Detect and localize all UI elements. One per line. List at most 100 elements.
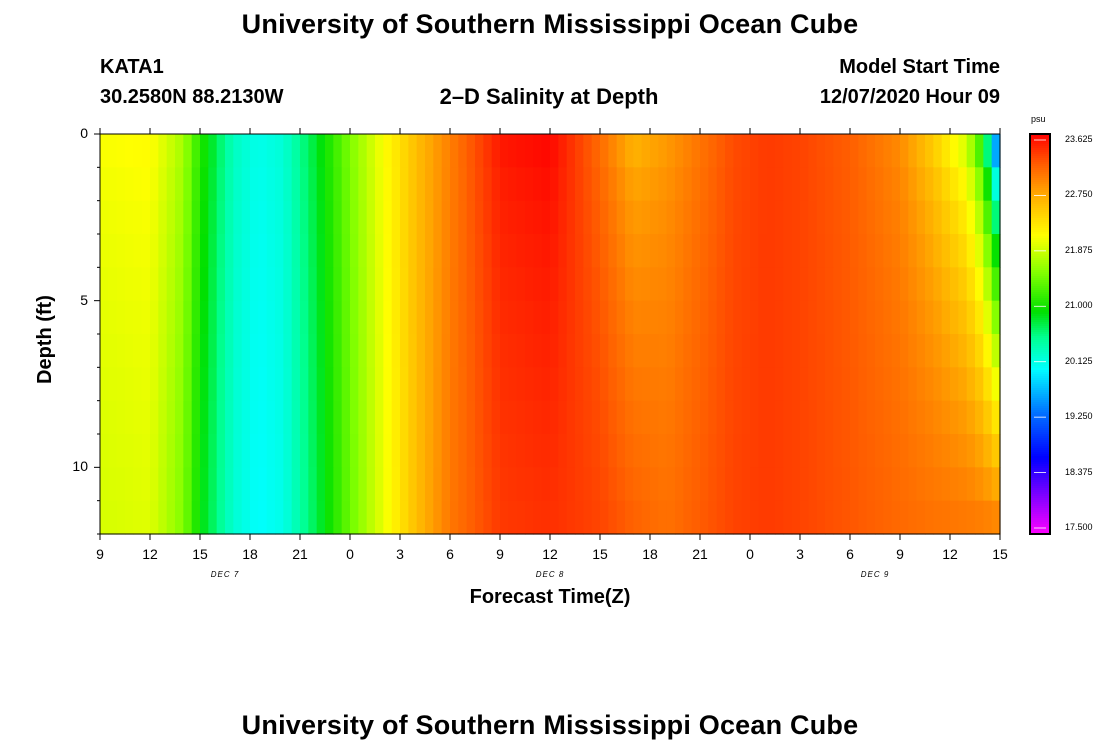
- heatmap-cell: [991, 334, 1001, 368]
- heatmap-cell: [800, 134, 809, 168]
- heatmap-cell: [616, 167, 626, 202]
- heatmap-cell: [625, 167, 634, 202]
- heatmap-cell: [791, 200, 801, 235]
- heatmap-cell: [691, 134, 701, 168]
- heatmap-cell: [608, 500, 618, 535]
- colorbar-swatch: [1030, 350, 1050, 353]
- heatmap-cell: [575, 234, 584, 268]
- heatmap-cell: [225, 400, 234, 435]
- heatmap-cell: [558, 134, 568, 168]
- heatmap-cell: [425, 167, 434, 202]
- heatmap-cell: [641, 467, 651, 502]
- heatmap-cell: [758, 334, 768, 368]
- heatmap-cell: [858, 134, 868, 168]
- heatmap-cell: [166, 434, 176, 468]
- heatmap-cell: [258, 334, 268, 368]
- heatmap-cell: [766, 467, 776, 502]
- heatmap-cell: [433, 467, 443, 502]
- heatmap-cell: [733, 367, 743, 402]
- heatmap-cell: [741, 234, 751, 268]
- heatmap-cell: [858, 200, 868, 235]
- colorbar-swatch: [1030, 180, 1050, 183]
- heatmap-cell: [900, 200, 909, 235]
- heatmap-cell: [925, 467, 934, 502]
- heatmap-cell: [525, 300, 534, 335]
- heatmap-cell: [566, 467, 576, 502]
- heatmap-cell: [258, 267, 268, 302]
- heatmap-cell: [658, 367, 668, 402]
- heatmap-cell: [491, 367, 501, 402]
- heatmap-cell: [783, 334, 793, 368]
- heatmap-cell: [358, 334, 368, 368]
- colorbar-swatch: [1030, 522, 1050, 525]
- heatmap-cell: [325, 467, 334, 502]
- heatmap-cell: [233, 334, 243, 368]
- heatmap-cell: [458, 300, 468, 335]
- heatmap-cell: [733, 234, 743, 268]
- heatmap-cell: [758, 300, 768, 335]
- heatmap-cell: [633, 167, 643, 202]
- heatmap-cell: [950, 134, 959, 168]
- heatmap-cell: [908, 134, 918, 168]
- colorbar-swatch: [1030, 150, 1050, 153]
- heatmap-cell: [850, 300, 859, 335]
- heatmap-cell: [650, 434, 659, 468]
- heatmap-cell: [858, 367, 868, 402]
- colorbar-swatch: [1030, 136, 1050, 139]
- heatmap-cell: [666, 267, 676, 302]
- heatmap-cell: [275, 167, 284, 202]
- heatmap-cell: [683, 267, 693, 302]
- heatmap-cell: [833, 234, 843, 268]
- heatmap-cell: [266, 234, 276, 268]
- x-tick-label: 9: [496, 546, 504, 562]
- heatmap-cell: [925, 400, 934, 435]
- heatmap-cell: [258, 434, 268, 468]
- heatmap-cell: [141, 234, 151, 268]
- heatmap-cell: [675, 500, 684, 535]
- colorbar-swatch: [1030, 430, 1050, 433]
- heatmap-cell: [658, 500, 668, 535]
- heatmap-cell: [416, 234, 426, 268]
- heatmap-cell: [283, 367, 293, 402]
- heatmap-cell: [391, 267, 401, 302]
- colorbar-swatch: [1030, 414, 1050, 417]
- colorbar-swatch: [1030, 450, 1050, 453]
- heatmap-cell: [325, 334, 334, 368]
- heatmap-cell: [100, 234, 109, 268]
- colorbar-swatch: [1030, 264, 1050, 267]
- colorbar-swatch: [1030, 400, 1050, 403]
- colorbar-swatch: [1030, 432, 1050, 435]
- heatmap-cell: [608, 267, 618, 302]
- heatmap-cell: [716, 300, 726, 335]
- colorbar-swatch: [1030, 140, 1050, 143]
- heatmap-cell: [441, 500, 451, 535]
- heatmap-cell: [833, 167, 843, 202]
- colorbar-swatch: [1030, 476, 1050, 479]
- heatmap-cell: [500, 367, 509, 402]
- heatmap-cell: [266, 467, 276, 502]
- colorbar-swatch: [1030, 302, 1050, 305]
- heatmap-cell: [366, 367, 376, 402]
- heatmap-cell: [341, 500, 351, 535]
- heatmap-cell: [233, 434, 243, 468]
- heatmap-cell: [766, 267, 776, 302]
- heatmap-cell: [750, 400, 759, 435]
- heatmap-cell: [991, 167, 1001, 202]
- heatmap-cell: [341, 134, 351, 168]
- heatmap-cell: [175, 334, 184, 368]
- heatmap-cell: [316, 267, 326, 302]
- heatmap-cell: [691, 434, 701, 468]
- heatmap-cell: [633, 500, 643, 535]
- heatmap-cell: [466, 500, 476, 535]
- heatmap-cell: [175, 300, 184, 335]
- heatmap-cell: [416, 467, 426, 502]
- heatmap-cell: [375, 500, 384, 535]
- heatmap-cell: [916, 434, 926, 468]
- colorbar-swatch: [1030, 502, 1050, 505]
- heatmap-cell: [350, 400, 359, 435]
- heatmap-cell: [375, 334, 384, 368]
- heatmap-cell: [450, 400, 459, 435]
- heatmap-cell: [583, 134, 593, 168]
- heatmap-cell: [125, 134, 134, 168]
- heatmap-cell: [516, 300, 526, 335]
